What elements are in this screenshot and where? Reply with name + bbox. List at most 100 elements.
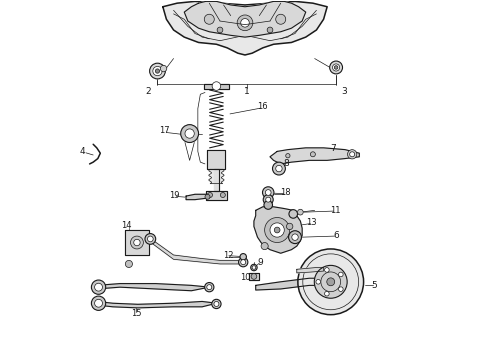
Polygon shape — [256, 278, 327, 290]
Circle shape — [237, 15, 253, 31]
Circle shape — [251, 264, 257, 271]
Circle shape — [333, 64, 340, 71]
Circle shape — [274, 227, 280, 233]
Circle shape — [149, 63, 165, 79]
Circle shape — [130, 236, 144, 249]
Circle shape — [276, 165, 282, 172]
Text: 10: 10 — [240, 273, 250, 282]
Circle shape — [298, 249, 364, 315]
Circle shape — [251, 274, 257, 279]
Polygon shape — [270, 148, 359, 164]
Text: 5: 5 — [371, 281, 377, 290]
Text: 11: 11 — [330, 206, 340, 215]
Circle shape — [316, 279, 320, 284]
Circle shape — [289, 231, 301, 244]
Circle shape — [92, 296, 106, 310]
Polygon shape — [97, 284, 209, 291]
Circle shape — [160, 65, 167, 72]
Text: 4: 4 — [80, 147, 85, 156]
Text: 15: 15 — [131, 309, 141, 318]
Text: 3: 3 — [342, 87, 347, 96]
Circle shape — [265, 217, 290, 243]
Polygon shape — [249, 273, 259, 280]
Circle shape — [217, 27, 223, 33]
Circle shape — [286, 154, 290, 158]
Circle shape — [310, 152, 316, 157]
Polygon shape — [297, 267, 323, 273]
Circle shape — [324, 267, 329, 272]
Text: 14: 14 — [121, 221, 132, 230]
Circle shape — [276, 14, 286, 24]
Circle shape — [350, 152, 355, 157]
Circle shape — [263, 195, 273, 204]
Circle shape — [272, 162, 285, 175]
Circle shape — [205, 194, 210, 199]
Circle shape — [270, 223, 284, 237]
Polygon shape — [125, 230, 148, 255]
Circle shape — [147, 236, 153, 242]
Circle shape — [239, 257, 248, 267]
Text: 9: 9 — [257, 258, 263, 267]
Circle shape — [185, 129, 194, 138]
Circle shape — [145, 234, 156, 244]
Text: 17: 17 — [159, 126, 169, 135]
Polygon shape — [214, 169, 220, 191]
Circle shape — [327, 278, 335, 286]
Circle shape — [334, 66, 338, 69]
Circle shape — [155, 69, 160, 73]
Text: 8: 8 — [283, 159, 289, 168]
Polygon shape — [148, 237, 242, 264]
Polygon shape — [184, 1, 306, 37]
Circle shape — [241, 260, 245, 265]
Circle shape — [314, 265, 347, 298]
Text: 7: 7 — [331, 144, 337, 153]
Text: 13: 13 — [306, 218, 317, 227]
Circle shape — [267, 27, 273, 33]
Circle shape — [207, 285, 212, 290]
Polygon shape — [97, 301, 217, 308]
Circle shape — [261, 243, 268, 249]
Circle shape — [289, 210, 297, 218]
Circle shape — [263, 187, 274, 198]
Circle shape — [125, 260, 132, 267]
Circle shape — [212, 82, 220, 90]
Circle shape — [324, 291, 329, 296]
Circle shape — [266, 197, 270, 202]
Circle shape — [252, 266, 256, 269]
Circle shape — [212, 299, 221, 309]
Circle shape — [241, 18, 249, 27]
Circle shape — [214, 301, 219, 306]
Circle shape — [134, 239, 140, 246]
Circle shape — [240, 253, 246, 260]
Circle shape — [330, 61, 343, 74]
Circle shape — [95, 283, 102, 291]
Polygon shape — [254, 207, 302, 253]
Circle shape — [205, 283, 214, 292]
Text: 19: 19 — [169, 190, 179, 199]
Circle shape — [287, 223, 293, 230]
Polygon shape — [186, 194, 209, 200]
Circle shape — [266, 190, 271, 195]
Polygon shape — [206, 191, 227, 200]
Text: 16: 16 — [258, 102, 268, 111]
Circle shape — [181, 125, 198, 143]
Circle shape — [347, 150, 357, 159]
Circle shape — [220, 193, 225, 198]
Text: 2: 2 — [145, 87, 150, 96]
Text: 12: 12 — [222, 251, 233, 260]
Text: 18: 18 — [280, 188, 290, 197]
Polygon shape — [163, 1, 327, 55]
Circle shape — [339, 272, 343, 277]
Circle shape — [204, 14, 214, 24]
Circle shape — [92, 280, 106, 294]
Text: 1: 1 — [244, 87, 250, 96]
Text: 6: 6 — [333, 231, 339, 240]
Circle shape — [153, 66, 162, 76]
Circle shape — [339, 287, 343, 292]
Circle shape — [292, 234, 298, 240]
Polygon shape — [209, 169, 224, 184]
Circle shape — [207, 193, 213, 198]
Circle shape — [95, 299, 102, 307]
Polygon shape — [204, 84, 229, 89]
Circle shape — [264, 201, 272, 209]
